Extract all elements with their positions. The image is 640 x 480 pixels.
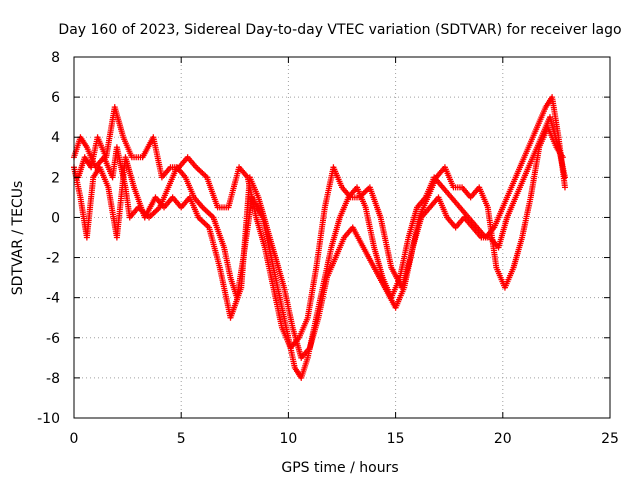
y-tick-label: 6	[51, 90, 60, 106]
y-tick-label: -4	[46, 291, 60, 307]
plot-frame	[73, 56, 611, 419]
data-point	[561, 184, 568, 191]
y-tick-label: 0	[51, 210, 60, 226]
y-tick-label: 2	[51, 170, 60, 186]
y-tick-label: 8	[51, 50, 60, 66]
data-point	[561, 174, 568, 181]
chart-title: Day 160 of 2023, Sidereal Day-to-day VTE…	[58, 22, 621, 38]
x-tick-label: 25	[601, 431, 619, 447]
y-tick-label: 4	[51, 130, 60, 146]
y-tick-label: -8	[46, 371, 60, 387]
series-track-c	[75, 104, 566, 351]
x-tick-label: 10	[279, 431, 297, 447]
y-tick-label: -10	[37, 411, 60, 427]
x-tick-label: 0	[70, 431, 79, 447]
y-axis-label: SDTVAR / TECUs	[10, 181, 26, 296]
axis-ticks: 0 5 10 15 20 25 -10 -8 -6 -4 -2 0 2 4 6 8	[37, 50, 619, 447]
x-axis-label: GPS time / hours	[281, 460, 398, 476]
x-tick-label: 15	[387, 431, 405, 447]
series-track-b	[71, 114, 568, 361]
y-tick-label: -6	[46, 331, 60, 347]
data-points	[71, 94, 568, 381]
data-point	[559, 154, 566, 161]
y-tick-label: -2	[46, 251, 60, 267]
x-tick-label: 5	[177, 431, 186, 447]
x-tick-label: 20	[494, 431, 512, 447]
